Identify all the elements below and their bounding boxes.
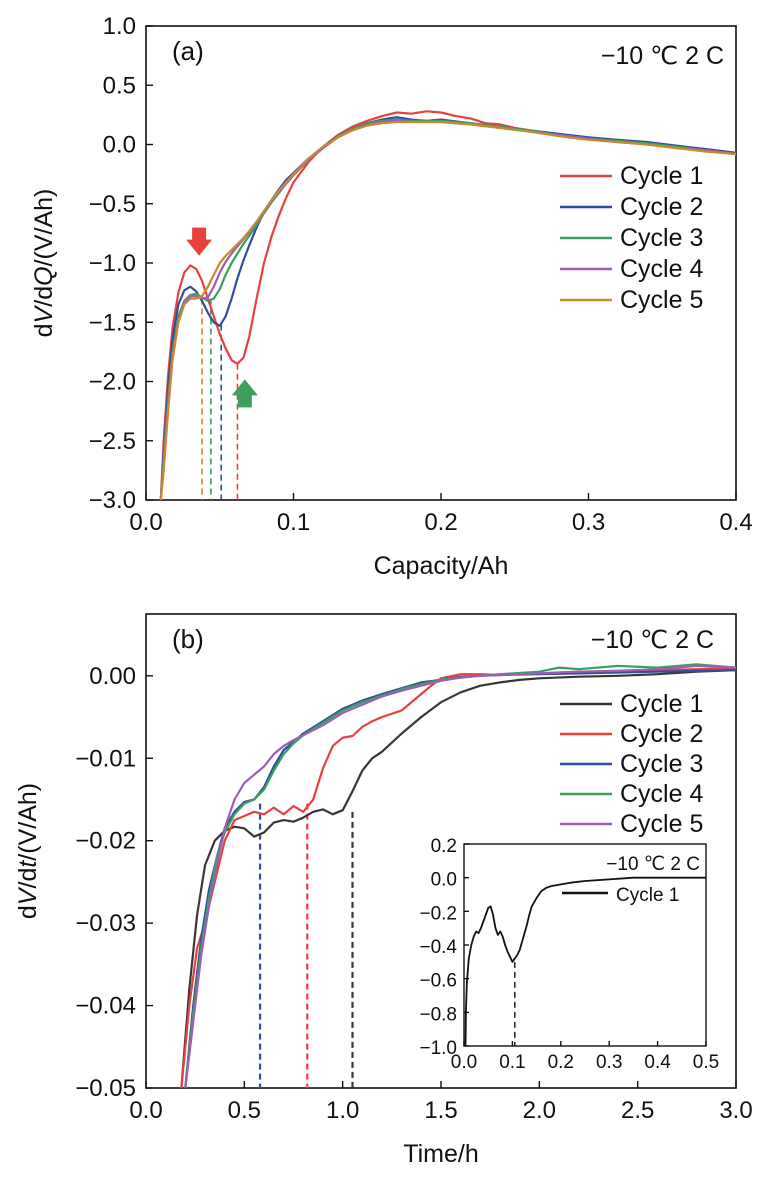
a-x-tick-label: 0.2 — [424, 509, 457, 536]
i-y-tick-label: −0.2 — [419, 903, 457, 924]
panel-b-ylabel-mid: /d — [14, 868, 42, 889]
a-y-tick-label: −2.5 — [89, 428, 136, 455]
b-y-tick-label: −0.02 — [75, 828, 136, 855]
b-legend-label-2: Cycle 2 — [620, 720, 703, 748]
panel-b-series — [180, 663, 737, 1089]
i-y-tick-label: −1.0 — [419, 1038, 457, 1059]
a-y-tick-label: −0.5 — [89, 191, 136, 218]
i-y-tick-label: −0.4 — [419, 937, 457, 958]
a-y-tick-label: −1.5 — [89, 309, 136, 336]
panel-a-condition: −10 ℃ 2 C — [601, 42, 724, 70]
b-legend-label-4: Cycle 4 — [620, 780, 703, 808]
panel-a-arrow-down — [186, 227, 213, 256]
panel-b-x-ticks: 0.0 0.5 1.0 1.5 2.0 2.5 3.0 — [129, 1081, 753, 1124]
inset-condition: −10 ℃ 2 C — [606, 854, 700, 875]
a-y-tick-label: −1.0 — [89, 250, 136, 277]
i-y-tick-label: 0.2 — [431, 836, 457, 857]
a-series-line-5 — [159, 120, 737, 501]
a-y-tick-label: 0.0 — [103, 132, 136, 159]
panel-a: 0.0 0.1 0.2 0.3 0.4 −3.0 −2.5 −2.0 −1.5 −1.0 −0.5… — [30, 13, 753, 580]
inset-series — [464, 876, 706, 1047]
b-x-tick-label: 3.0 — [719, 1097, 752, 1124]
a-y-tick-label: −2.0 — [89, 369, 136, 396]
panel-b-ylabel-italic-v: V — [14, 886, 42, 905]
inset-x-ticks: 0.0 0.1 0.2 0.3 0.4 0.5 — [451, 1041, 719, 1073]
a-legend-label-5: Cycle 5 — [620, 286, 703, 314]
a-legend-label-3: Cycle 3 — [620, 224, 703, 252]
panel-a-ylabel-suffix: /(V/Ah) — [30, 189, 58, 267]
i-legend-label-1: Cycle 1 — [616, 885, 679, 906]
a-x-tick-label: 0.1 — [277, 509, 310, 536]
i-series-line-1 — [464, 876, 706, 1047]
a-y-tick-label: −3.0 — [89, 487, 136, 514]
panel-a-y-ticks: −3.0 −2.5 −2.0 −1.5 −1.0 −0.5 0.0 0.5 1.0 — [89, 13, 153, 514]
b-y-tick-label: −0.05 — [75, 1075, 136, 1102]
i-x-tick-label: 0.2 — [548, 1052, 574, 1073]
panel-b-guide-lines — [258, 803, 354, 1088]
panel-b-y-ticks: −0.05 −0.04 −0.03 −0.02 −0.01 0.00 — [75, 663, 153, 1102]
b-x-tick-label: 1.0 — [326, 1097, 359, 1124]
a-x-tick-label: 0.4 — [719, 509, 752, 536]
panel-a-arrows — [186, 227, 258, 408]
a-legend-label-4: Cycle 4 — [620, 255, 703, 283]
b-legend-label-5: Cycle 5 — [620, 810, 703, 838]
a-y-tick-label: 1.0 — [103, 13, 136, 40]
i-x-tick-label: 0.4 — [644, 1052, 671, 1073]
a-x-tick-label: 0.0 — [129, 509, 162, 536]
panel-b-y-axis-label: dV/dt/(V/Ah) — [14, 783, 42, 919]
panel-a-guide-lines — [201, 298, 239, 500]
panel-a-ylabel-italic-q: Q — [30, 266, 58, 285]
b-x-tick-label: 2.5 — [621, 1097, 654, 1124]
a-legend-label-2: Cycle 2 — [620, 193, 703, 221]
b-x-tick-label: 1.5 — [424, 1097, 457, 1124]
a-x-tick-label: 0.3 — [572, 509, 605, 536]
b-x-tick-label: 0.0 — [129, 1097, 162, 1124]
i-x-tick-label: 0.1 — [499, 1052, 525, 1073]
panel-a-x-axis-label: Capacity/Ah — [374, 552, 509, 580]
a-legend-label-1: Cycle 1 — [620, 162, 703, 190]
panel-a-ylabel-mid: /d — [30, 286, 58, 307]
panel-b: 0.0 0.5 1.0 1.5 2.0 2.5 3.0 −0.05−0.04−0.03−0.… — [14, 613, 753, 1168]
b-y-tick-label: −0.01 — [75, 745, 136, 772]
b-y-tick-label: 0.00 — [89, 663, 136, 690]
panel-a-y-axis-label: dV/dQ/(V/Ah) — [30, 189, 58, 338]
panel-a-series — [159, 110, 737, 501]
panel-a-ylabel-prefix: d — [30, 323, 58, 337]
panel-a-x-ticks: 0.0 0.1 0.2 0.3 0.4 — [129, 493, 753, 536]
panel-b-label: (b) — [172, 624, 204, 654]
i-x-tick-label: 0.3 — [596, 1052, 622, 1073]
i-y-tick-label: −0.6 — [419, 971, 457, 992]
a-y-tick-label: 0.5 — [103, 72, 136, 99]
panel-a-ylabel-italic-v: V — [30, 304, 58, 323]
b-x-tick-label: 2.0 — [523, 1097, 556, 1124]
panel-b-ylabel-suffix: /(V/Ah) — [14, 783, 42, 861]
i-x-tick-label: 0.5 — [693, 1052, 719, 1073]
b-y-tick-label: −0.04 — [75, 993, 136, 1020]
panel-b-ylabel-prefix: d — [14, 905, 42, 919]
b-y-tick-label: −0.03 — [75, 910, 136, 937]
i-y-tick-label: −0.8 — [419, 1004, 457, 1025]
b-legend-label-3: Cycle 3 — [620, 750, 703, 778]
panel-a-label: (a) — [172, 36, 204, 66]
panel-a-legend: Cycle 1 Cycle 2 Cycle 3 Cycle 4 Cycle 5 — [560, 162, 703, 314]
panel-b-x-axis-label: Time/h — [403, 1140, 478, 1168]
panel-a-arrow-up — [231, 379, 258, 408]
inset-y-ticks: −1.0 −0.8 −0.6 −0.4 −0.2 0.0 0.2 — [419, 836, 469, 1059]
panel-b-condition: −10 ℃ 2 C — [591, 626, 714, 654]
inset-legend: Cycle 1 — [562, 885, 679, 906]
b-series-line-5 — [184, 664, 737, 1089]
panel-b-ylabel-italic-t: t — [14, 860, 42, 868]
b-legend-label-1: Cycle 1 — [620, 690, 703, 718]
i-x-tick-label: 0.0 — [451, 1052, 477, 1073]
panel-b-inset: 0.0 0.1 0.2 0.3 0.4 0.5 −1.0 −0.8 −0.6 −0.4 −0.2 0… — [419, 836, 719, 1073]
b-x-tick-label: 0.5 — [228, 1097, 261, 1124]
i-y-tick-label: 0.0 — [431, 870, 457, 891]
